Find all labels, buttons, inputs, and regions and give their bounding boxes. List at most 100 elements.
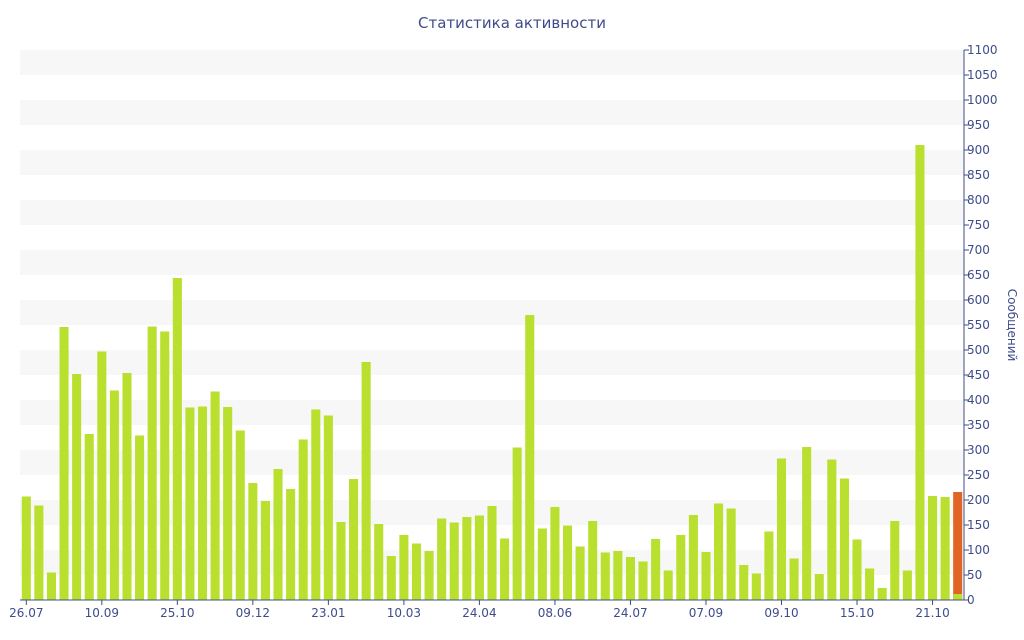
bar bbox=[512, 447, 522, 600]
bar bbox=[248, 483, 258, 600]
bar bbox=[625, 557, 635, 600]
bar bbox=[613, 551, 623, 600]
bar bbox=[374, 524, 384, 600]
y-tick-label: 350 bbox=[967, 418, 990, 432]
bar bbox=[449, 522, 459, 600]
bar bbox=[651, 539, 661, 600]
bar bbox=[411, 543, 422, 600]
bar bbox=[688, 515, 698, 600]
bar bbox=[663, 570, 673, 600]
bar bbox=[726, 508, 736, 600]
bar bbox=[487, 506, 497, 600]
bar bbox=[286, 489, 296, 600]
bar bbox=[814, 574, 824, 600]
y-tick-label: 50 bbox=[967, 568, 982, 582]
x-tick-label: 07.09 bbox=[689, 606, 723, 620]
x-tick-label: 10.09 bbox=[85, 606, 119, 620]
y-tick-label: 950 bbox=[967, 118, 990, 132]
bar bbox=[273, 469, 283, 600]
bar bbox=[311, 409, 321, 600]
bar bbox=[59, 327, 69, 600]
bar bbox=[852, 539, 862, 600]
grid-band bbox=[20, 250, 964, 275]
y-tick-label: 750 bbox=[967, 218, 990, 232]
bar bbox=[160, 331, 170, 600]
bar bbox=[260, 501, 270, 600]
bar bbox=[751, 573, 761, 600]
bar bbox=[185, 407, 195, 600]
bar bbox=[223, 407, 233, 600]
x-tick-label: 23.01 bbox=[311, 606, 345, 620]
bar bbox=[525, 315, 535, 600]
bar bbox=[562, 525, 573, 600]
bar bbox=[701, 552, 711, 600]
bar bbox=[298, 439, 308, 600]
bar bbox=[638, 561, 648, 600]
bar bbox=[72, 374, 82, 600]
y-tick-label: 800 bbox=[967, 193, 990, 207]
bar bbox=[827, 459, 837, 600]
x-tick-label: 24.07 bbox=[613, 606, 647, 620]
bar bbox=[172, 278, 182, 600]
bar bbox=[437, 518, 447, 600]
y-tick-label: 400 bbox=[967, 393, 990, 407]
bars bbox=[21, 145, 963, 600]
x-tick-label: 09.10 bbox=[764, 606, 798, 620]
y-tick-label: 250 bbox=[967, 468, 990, 482]
x-tick-label: 10.03 bbox=[387, 606, 421, 620]
y-tick-label: 1000 bbox=[967, 93, 998, 107]
y-tick-label: 850 bbox=[967, 168, 990, 182]
bar bbox=[386, 556, 396, 600]
bar bbox=[361, 362, 371, 600]
y-tick-label: 100 bbox=[967, 543, 990, 557]
bar bbox=[676, 535, 686, 600]
bar bbox=[764, 531, 774, 600]
bar bbox=[877, 588, 887, 600]
x-tick-label: 26.07 bbox=[9, 606, 43, 620]
bar bbox=[135, 435, 145, 600]
bar bbox=[802, 447, 812, 600]
bar-current-base bbox=[953, 594, 963, 600]
y-tick-label: 200 bbox=[967, 493, 990, 507]
y-tick-label: 550 bbox=[967, 318, 990, 332]
y-tick-label: 300 bbox=[967, 443, 990, 457]
bar bbox=[474, 515, 484, 600]
y-tick-label: 700 bbox=[967, 243, 990, 257]
bar bbox=[550, 507, 560, 600]
x-tick-label: 21.10 bbox=[915, 606, 949, 620]
x-tick-label: 24.04 bbox=[462, 606, 496, 620]
bar bbox=[197, 406, 208, 600]
bar bbox=[109, 390, 119, 600]
bar bbox=[323, 415, 333, 600]
grid-band bbox=[20, 300, 964, 325]
bar bbox=[575, 546, 585, 600]
y-tick-label: 500 bbox=[967, 343, 990, 357]
bar bbox=[940, 497, 950, 600]
bar bbox=[34, 505, 44, 600]
bar bbox=[147, 326, 157, 600]
bar bbox=[865, 568, 875, 600]
bar bbox=[915, 145, 925, 600]
bar bbox=[714, 503, 724, 600]
bar bbox=[902, 570, 912, 600]
bar bbox=[97, 351, 107, 600]
grid-band bbox=[20, 150, 964, 175]
y-tick-label: 0 bbox=[967, 593, 975, 607]
grid-band bbox=[20, 50, 964, 75]
y-tick-label: 650 bbox=[967, 268, 990, 282]
axes: 0 50 100 150 200 250 300 350 400 450 500 550 600 650 7… bbox=[9, 43, 997, 620]
bar bbox=[349, 479, 359, 600]
bar bbox=[776, 458, 787, 600]
y-tick-label: 1050 bbox=[967, 68, 998, 82]
y-tick-label: 450 bbox=[967, 368, 990, 382]
bar bbox=[500, 538, 510, 600]
bar bbox=[84, 434, 94, 600]
bar bbox=[839, 478, 849, 600]
grid-band bbox=[20, 200, 964, 225]
bar-current bbox=[953, 492, 963, 600]
x-tick-label: 08.06 bbox=[538, 606, 572, 620]
bar bbox=[588, 521, 598, 600]
bar bbox=[399, 535, 409, 600]
bar bbox=[739, 565, 749, 600]
